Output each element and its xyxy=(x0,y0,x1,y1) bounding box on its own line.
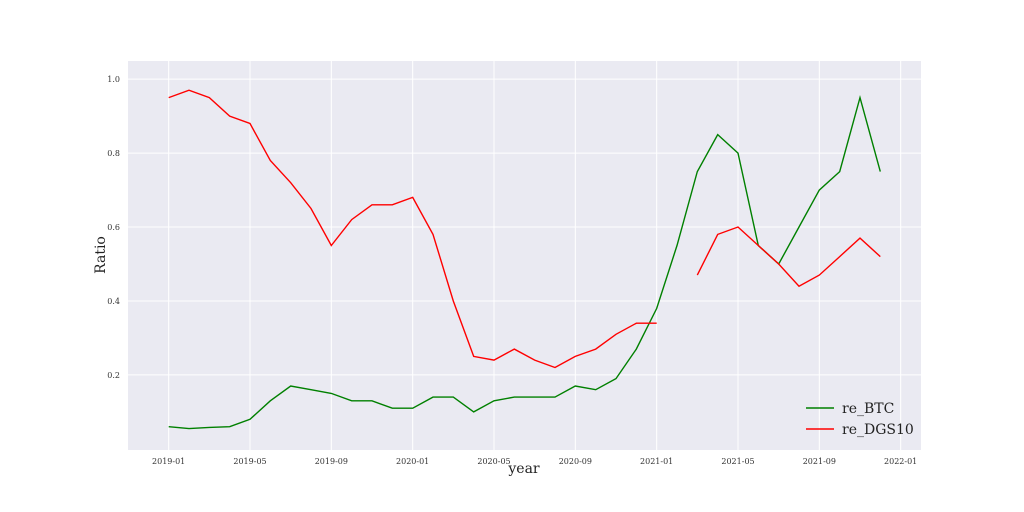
x-tick-label: 2019-01 xyxy=(152,457,185,466)
x-tick-label: 2019-09 xyxy=(315,457,348,466)
y-tick-label: 0.2 xyxy=(107,371,120,380)
x-tick-label: 2021-09 xyxy=(803,457,836,466)
x-tick-label: 2021-05 xyxy=(721,457,754,466)
x-axis-label: year xyxy=(507,461,540,477)
y-tick-label: 0.4 xyxy=(107,297,120,306)
x-tick-label: 2021-01 xyxy=(640,457,673,466)
x-tick-label: 2020-09 xyxy=(559,457,592,466)
y-tick-label: 1.0 xyxy=(107,75,120,84)
x-tick-label: 2020-01 xyxy=(396,457,429,466)
plot-area xyxy=(128,61,921,450)
y-tick-label: 0.6 xyxy=(107,223,120,232)
x-tick-label: 2019-05 xyxy=(233,457,266,466)
x-tick-label: 2020-05 xyxy=(477,457,510,466)
x-tick-label: 2022-01 xyxy=(884,457,917,466)
y-tick-label: 0.8 xyxy=(107,149,120,158)
y-axis-label: Ratio xyxy=(93,236,109,274)
legend-label: re_BTC xyxy=(842,401,894,417)
legend-label: re_DGS10 xyxy=(842,422,914,438)
line-series xyxy=(168,89,881,369)
